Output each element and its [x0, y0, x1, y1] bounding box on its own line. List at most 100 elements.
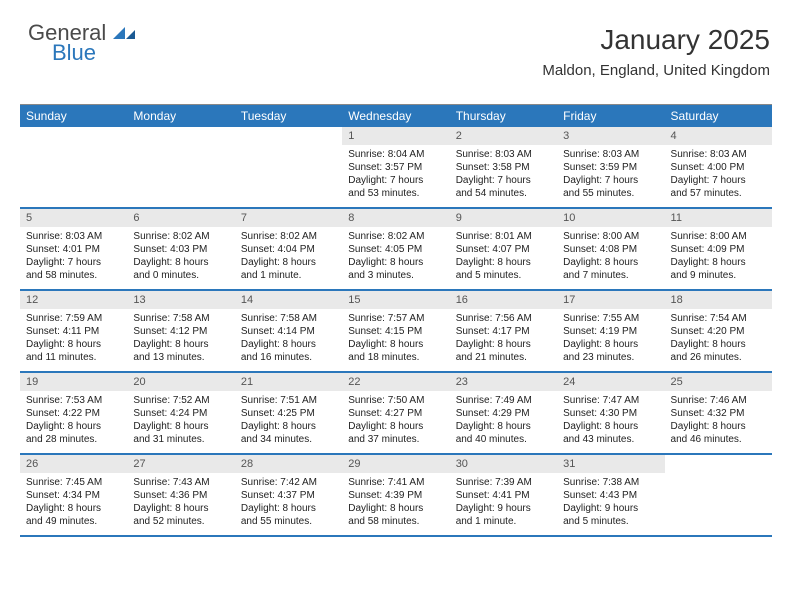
weekday-header: Tuesday	[235, 105, 342, 127]
day-cell: 15Sunrise: 7:57 AMSunset: 4:15 PMDayligh…	[342, 291, 449, 371]
day-details: Sunrise: 8:04 AMSunset: 3:57 PMDaylight:…	[342, 145, 449, 206]
day-cell: 27Sunrise: 7:43 AMSunset: 4:36 PMDayligh…	[127, 455, 234, 535]
sunrise-line: Sunrise: 7:45 AM	[26, 476, 121, 489]
day-cell: 28Sunrise: 7:42 AMSunset: 4:37 PMDayligh…	[235, 455, 342, 535]
sunset-line: Sunset: 4:14 PM	[241, 325, 336, 338]
sunrise-line: Sunrise: 8:02 AM	[241, 230, 336, 243]
day-number: 3	[557, 127, 664, 145]
daylight-line-2: and 0 minutes.	[133, 269, 228, 282]
day-cell: 16Sunrise: 7:56 AMSunset: 4:17 PMDayligh…	[450, 291, 557, 371]
day-details: Sunrise: 7:39 AMSunset: 4:41 PMDaylight:…	[450, 473, 557, 534]
sunset-line: Sunset: 4:04 PM	[241, 243, 336, 256]
day-cell: 18Sunrise: 7:54 AMSunset: 4:20 PMDayligh…	[665, 291, 772, 371]
day-details: Sunrise: 7:43 AMSunset: 4:36 PMDaylight:…	[127, 473, 234, 534]
sunset-line: Sunset: 4:29 PM	[456, 407, 551, 420]
sunrise-line: Sunrise: 7:47 AM	[563, 394, 658, 407]
day-details: Sunrise: 8:03 AMSunset: 3:58 PMDaylight:…	[450, 145, 557, 206]
day-number: 17	[557, 291, 664, 309]
sunset-line: Sunset: 3:59 PM	[563, 161, 658, 174]
sunset-line: Sunset: 4:11 PM	[26, 325, 121, 338]
day-cell: 13Sunrise: 7:58 AMSunset: 4:12 PMDayligh…	[127, 291, 234, 371]
day-number: 29	[342, 455, 449, 473]
sunset-line: Sunset: 4:36 PM	[133, 489, 228, 502]
day-number: 31	[557, 455, 664, 473]
day-cell: 14Sunrise: 7:58 AMSunset: 4:14 PMDayligh…	[235, 291, 342, 371]
daylight-line-1: Daylight: 8 hours	[26, 502, 121, 515]
week-row: 1Sunrise: 8:04 AMSunset: 3:57 PMDaylight…	[20, 127, 772, 209]
day-cell: 25Sunrise: 7:46 AMSunset: 4:32 PMDayligh…	[665, 373, 772, 453]
sunrise-line: Sunrise: 8:00 AM	[671, 230, 766, 243]
week-row: 5Sunrise: 8:03 AMSunset: 4:01 PMDaylight…	[20, 209, 772, 291]
day-details: Sunrise: 8:02 AMSunset: 4:03 PMDaylight:…	[127, 227, 234, 288]
daylight-line-1: Daylight: 8 hours	[241, 338, 336, 351]
day-cell: 6Sunrise: 8:02 AMSunset: 4:03 PMDaylight…	[127, 209, 234, 289]
day-number: 4	[665, 127, 772, 145]
sunset-line: Sunset: 4:20 PM	[671, 325, 766, 338]
sunset-line: Sunset: 4:07 PM	[456, 243, 551, 256]
day-details: Sunrise: 7:42 AMSunset: 4:37 PMDaylight:…	[235, 473, 342, 534]
day-cell: 7Sunrise: 8:02 AMSunset: 4:04 PMDaylight…	[235, 209, 342, 289]
sunset-line: Sunset: 4:17 PM	[456, 325, 551, 338]
sunrise-line: Sunrise: 7:46 AM	[671, 394, 766, 407]
day-details: Sunrise: 7:45 AMSunset: 4:34 PMDaylight:…	[20, 473, 127, 534]
day-details: Sunrise: 7:41 AMSunset: 4:39 PMDaylight:…	[342, 473, 449, 534]
day-cell: 10Sunrise: 8:00 AMSunset: 4:08 PMDayligh…	[557, 209, 664, 289]
sunset-line: Sunset: 3:57 PM	[348, 161, 443, 174]
page-title: January 2025	[542, 24, 770, 56]
daylight-line-2: and 55 minutes.	[241, 515, 336, 528]
sunrise-line: Sunrise: 7:41 AM	[348, 476, 443, 489]
sunrise-line: Sunrise: 7:58 AM	[133, 312, 228, 325]
daylight-line-2: and 55 minutes.	[563, 187, 658, 200]
daylight-line-1: Daylight: 7 hours	[456, 174, 551, 187]
day-details: Sunrise: 7:49 AMSunset: 4:29 PMDaylight:…	[450, 391, 557, 452]
sunset-line: Sunset: 4:15 PM	[348, 325, 443, 338]
day-cell: 23Sunrise: 7:49 AMSunset: 4:29 PMDayligh…	[450, 373, 557, 453]
day-cell: 22Sunrise: 7:50 AMSunset: 4:27 PMDayligh…	[342, 373, 449, 453]
day-details: Sunrise: 8:01 AMSunset: 4:07 PMDaylight:…	[450, 227, 557, 288]
sunset-line: Sunset: 4:00 PM	[671, 161, 766, 174]
day-number: 25	[665, 373, 772, 391]
daylight-line-2: and 23 minutes.	[563, 351, 658, 364]
day-details: Sunrise: 8:02 AMSunset: 4:04 PMDaylight:…	[235, 227, 342, 288]
daylight-line-1: Daylight: 8 hours	[456, 420, 551, 433]
sunrise-line: Sunrise: 8:00 AM	[563, 230, 658, 243]
daylight-line-1: Daylight: 8 hours	[241, 256, 336, 269]
day-number: 1	[342, 127, 449, 145]
day-number: 15	[342, 291, 449, 309]
daylight-line-1: Daylight: 8 hours	[241, 420, 336, 433]
daylight-line-1: Daylight: 8 hours	[563, 420, 658, 433]
day-number: 12	[20, 291, 127, 309]
sunrise-line: Sunrise: 7:56 AM	[456, 312, 551, 325]
daylight-line-2: and 58 minutes.	[26, 269, 121, 282]
sunset-line: Sunset: 4:32 PM	[671, 407, 766, 420]
sunrise-line: Sunrise: 7:51 AM	[241, 394, 336, 407]
daylight-line-2: and 31 minutes.	[133, 433, 228, 446]
daylight-line-1: Daylight: 7 hours	[563, 174, 658, 187]
day-details: Sunrise: 8:03 AMSunset: 4:01 PMDaylight:…	[20, 227, 127, 288]
sunset-line: Sunset: 4:37 PM	[241, 489, 336, 502]
daylight-line-2: and 5 minutes.	[456, 269, 551, 282]
day-number: 9	[450, 209, 557, 227]
sunset-line: Sunset: 4:05 PM	[348, 243, 443, 256]
daylight-line-2: and 52 minutes.	[133, 515, 228, 528]
daylight-line-2: and 7 minutes.	[563, 269, 658, 282]
daylight-line-1: Daylight: 8 hours	[348, 338, 443, 351]
day-number: 16	[450, 291, 557, 309]
sunrise-line: Sunrise: 8:02 AM	[133, 230, 228, 243]
day-details: Sunrise: 7:56 AMSunset: 4:17 PMDaylight:…	[450, 309, 557, 370]
daylight-line-2: and 3 minutes.	[348, 269, 443, 282]
sunrise-line: Sunrise: 8:03 AM	[26, 230, 121, 243]
day-cell	[127, 127, 234, 207]
day-details: Sunrise: 8:00 AMSunset: 4:09 PMDaylight:…	[665, 227, 772, 288]
day-number: 19	[20, 373, 127, 391]
day-number: 7	[235, 209, 342, 227]
day-number: 5	[20, 209, 127, 227]
daylight-line-1: Daylight: 8 hours	[348, 420, 443, 433]
daylight-line-2: and 5 minutes.	[563, 515, 658, 528]
sunset-line: Sunset: 4:01 PM	[26, 243, 121, 256]
day-cell: 26Sunrise: 7:45 AMSunset: 4:34 PMDayligh…	[20, 455, 127, 535]
sunrise-line: Sunrise: 7:58 AM	[241, 312, 336, 325]
day-details: Sunrise: 8:00 AMSunset: 4:08 PMDaylight:…	[557, 227, 664, 288]
sunrise-line: Sunrise: 8:01 AM	[456, 230, 551, 243]
sunrise-line: Sunrise: 8:04 AM	[348, 148, 443, 161]
